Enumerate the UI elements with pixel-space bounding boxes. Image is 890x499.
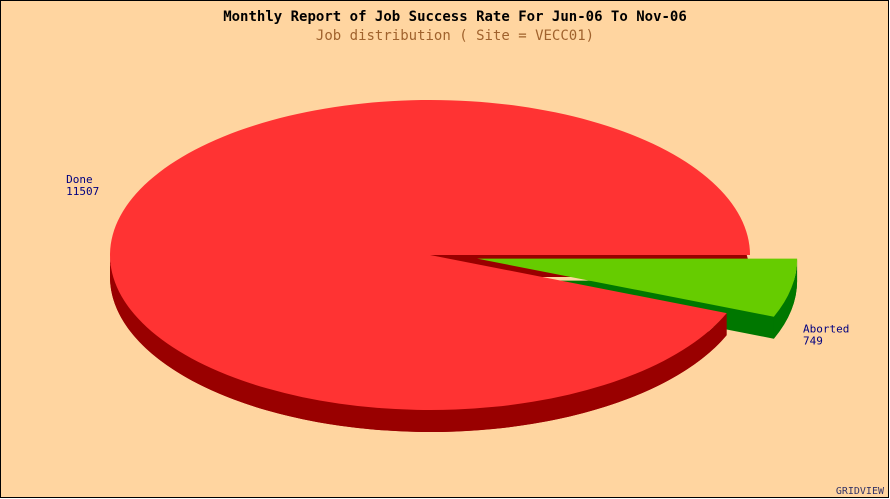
slice (477, 258, 798, 317)
slice-value: 11507 (66, 185, 99, 198)
chart-subtitle: Job distribution ( Site = VECC01) (316, 28, 594, 44)
slice-label: Done (66, 173, 93, 186)
slice-value: 749 (803, 335, 823, 348)
slice (109, 100, 750, 411)
slice-label: Aborted (803, 323, 849, 336)
watermark: GRIDVIEW (836, 486, 885, 497)
slice-side (773, 258, 798, 339)
slice-side (110, 255, 727, 433)
chart-title: Monthly Report of Job Success Rate For J… (223, 9, 687, 25)
